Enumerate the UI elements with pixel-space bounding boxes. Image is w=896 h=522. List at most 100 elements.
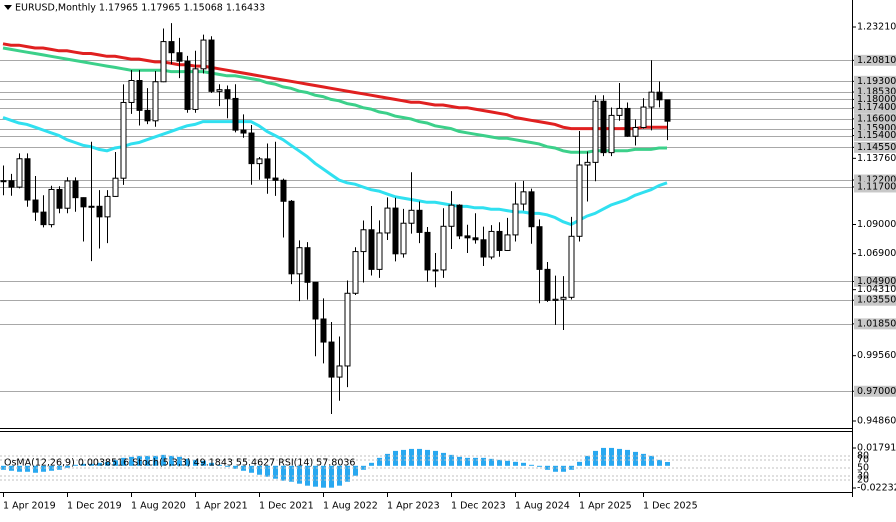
candle-body xyxy=(408,209,415,224)
axes: 1.23210 1.20810 1.193001.185301.180001.174… xyxy=(3,22,896,512)
candle-body xyxy=(144,109,151,122)
candle-body xyxy=(8,180,15,188)
osma-bar xyxy=(265,465,270,477)
y-tick-label: 1.09000 xyxy=(857,219,896,230)
candle-body xyxy=(552,298,559,301)
candle-body xyxy=(656,91,663,101)
candle-body xyxy=(176,52,183,62)
candle-body xyxy=(592,100,599,163)
osma-bar xyxy=(169,455,174,466)
y-tick-box xyxy=(854,385,896,397)
y-tick-label: 1.12200 xyxy=(857,175,896,186)
candle-body xyxy=(160,41,167,83)
moving-average xyxy=(2,46,667,154)
osma-bar xyxy=(161,454,166,466)
indicator-title: OsMA(12,26,9) 0.0038516 Stoch(5,3,3) 49.… xyxy=(4,458,355,469)
candle-body xyxy=(256,158,263,165)
candle-body xyxy=(568,235,575,298)
osma-bar xyxy=(345,465,350,482)
y-tick-label: 1.13760 xyxy=(857,153,896,164)
osma-bar xyxy=(185,458,190,466)
osma-bar xyxy=(137,455,142,466)
osma-bar xyxy=(1,465,6,470)
candle-body xyxy=(488,230,495,258)
osma-bar xyxy=(121,457,126,466)
candle-body xyxy=(392,207,399,255)
y-tick-box xyxy=(854,294,896,306)
candle-body xyxy=(504,234,511,251)
osma-bar xyxy=(257,465,262,475)
x-tick-label: 1 Apr 2019 xyxy=(3,501,56,512)
osma-bar xyxy=(217,464,222,466)
osma-bar xyxy=(281,465,286,481)
osma-bar xyxy=(529,464,534,466)
osma-bar xyxy=(577,461,582,466)
osma-bar xyxy=(633,451,638,466)
candle-body xyxy=(600,100,607,154)
candle-body xyxy=(664,99,671,122)
osma-bar xyxy=(241,465,246,471)
candle-body xyxy=(56,188,63,209)
osma-bar xyxy=(329,465,334,488)
candle-body xyxy=(448,204,455,227)
osma-bar xyxy=(209,462,214,466)
y-tick-label: 0.94860 xyxy=(857,416,896,427)
y-tick-box xyxy=(854,54,896,66)
candle-body xyxy=(352,251,359,294)
candle-body xyxy=(624,107,631,137)
chart-title: EURUSD,Monthly 1.17965 1.17965 1.15068 1… xyxy=(15,3,265,14)
moving-average xyxy=(2,42,667,131)
candle-body xyxy=(192,68,199,110)
candle-body xyxy=(376,232,383,270)
osma-bar xyxy=(649,455,654,466)
indicator-window xyxy=(0,447,852,488)
x-tick-label: 1 Aug 2022 xyxy=(323,501,378,512)
candle-body xyxy=(152,81,159,122)
candle-body xyxy=(184,60,191,110)
candle-body xyxy=(432,269,439,272)
osma-bar xyxy=(641,453,646,466)
osma-bar xyxy=(369,462,374,466)
osma-bar xyxy=(289,465,294,482)
osma-bar xyxy=(249,465,254,473)
candle-body xyxy=(216,89,223,92)
candle-body xyxy=(40,211,47,226)
osma-bar xyxy=(601,447,606,466)
x-tick-label: 1 Aug 2020 xyxy=(131,501,186,512)
osma-bar xyxy=(569,465,574,470)
candle-body xyxy=(360,229,367,253)
menu-triangle[interactable] xyxy=(4,5,12,10)
osma-bar xyxy=(105,461,110,466)
candle-body xyxy=(240,129,247,134)
candle-body xyxy=(608,114,615,154)
candle-body xyxy=(120,101,127,179)
y-tick-label: 1.16600 xyxy=(857,113,896,124)
osma-bar xyxy=(57,465,62,470)
y-tick-box xyxy=(854,93,896,105)
osma-bar xyxy=(33,465,38,473)
candle-body xyxy=(128,80,135,103)
x-tick-label: 1 Dec 2025 xyxy=(643,501,698,512)
y-tick-box xyxy=(854,174,896,186)
candle-body xyxy=(48,188,55,226)
x-tick-label: 1 Apr 2025 xyxy=(579,501,632,512)
osma-bar xyxy=(337,465,342,486)
y-tick-label: 1.04900 xyxy=(857,276,896,287)
osma-bar xyxy=(481,457,486,466)
candle-body xyxy=(344,292,351,367)
osma-bar xyxy=(409,448,414,466)
osma-bar xyxy=(441,452,446,466)
candle-body xyxy=(0,180,7,183)
candle-body xyxy=(544,268,551,301)
sub-y-tick-label: 0.017912 xyxy=(857,443,896,454)
osma-bar xyxy=(377,457,382,466)
osma-bar xyxy=(233,465,238,469)
x-tick-label: 1 Dec 2021 xyxy=(259,501,314,512)
osma-bar xyxy=(153,455,158,466)
candle-body xyxy=(496,230,503,251)
osma-bar xyxy=(417,448,422,466)
osma-bar xyxy=(505,460,510,466)
osma-bar xyxy=(497,459,502,466)
candle-body xyxy=(112,177,119,197)
